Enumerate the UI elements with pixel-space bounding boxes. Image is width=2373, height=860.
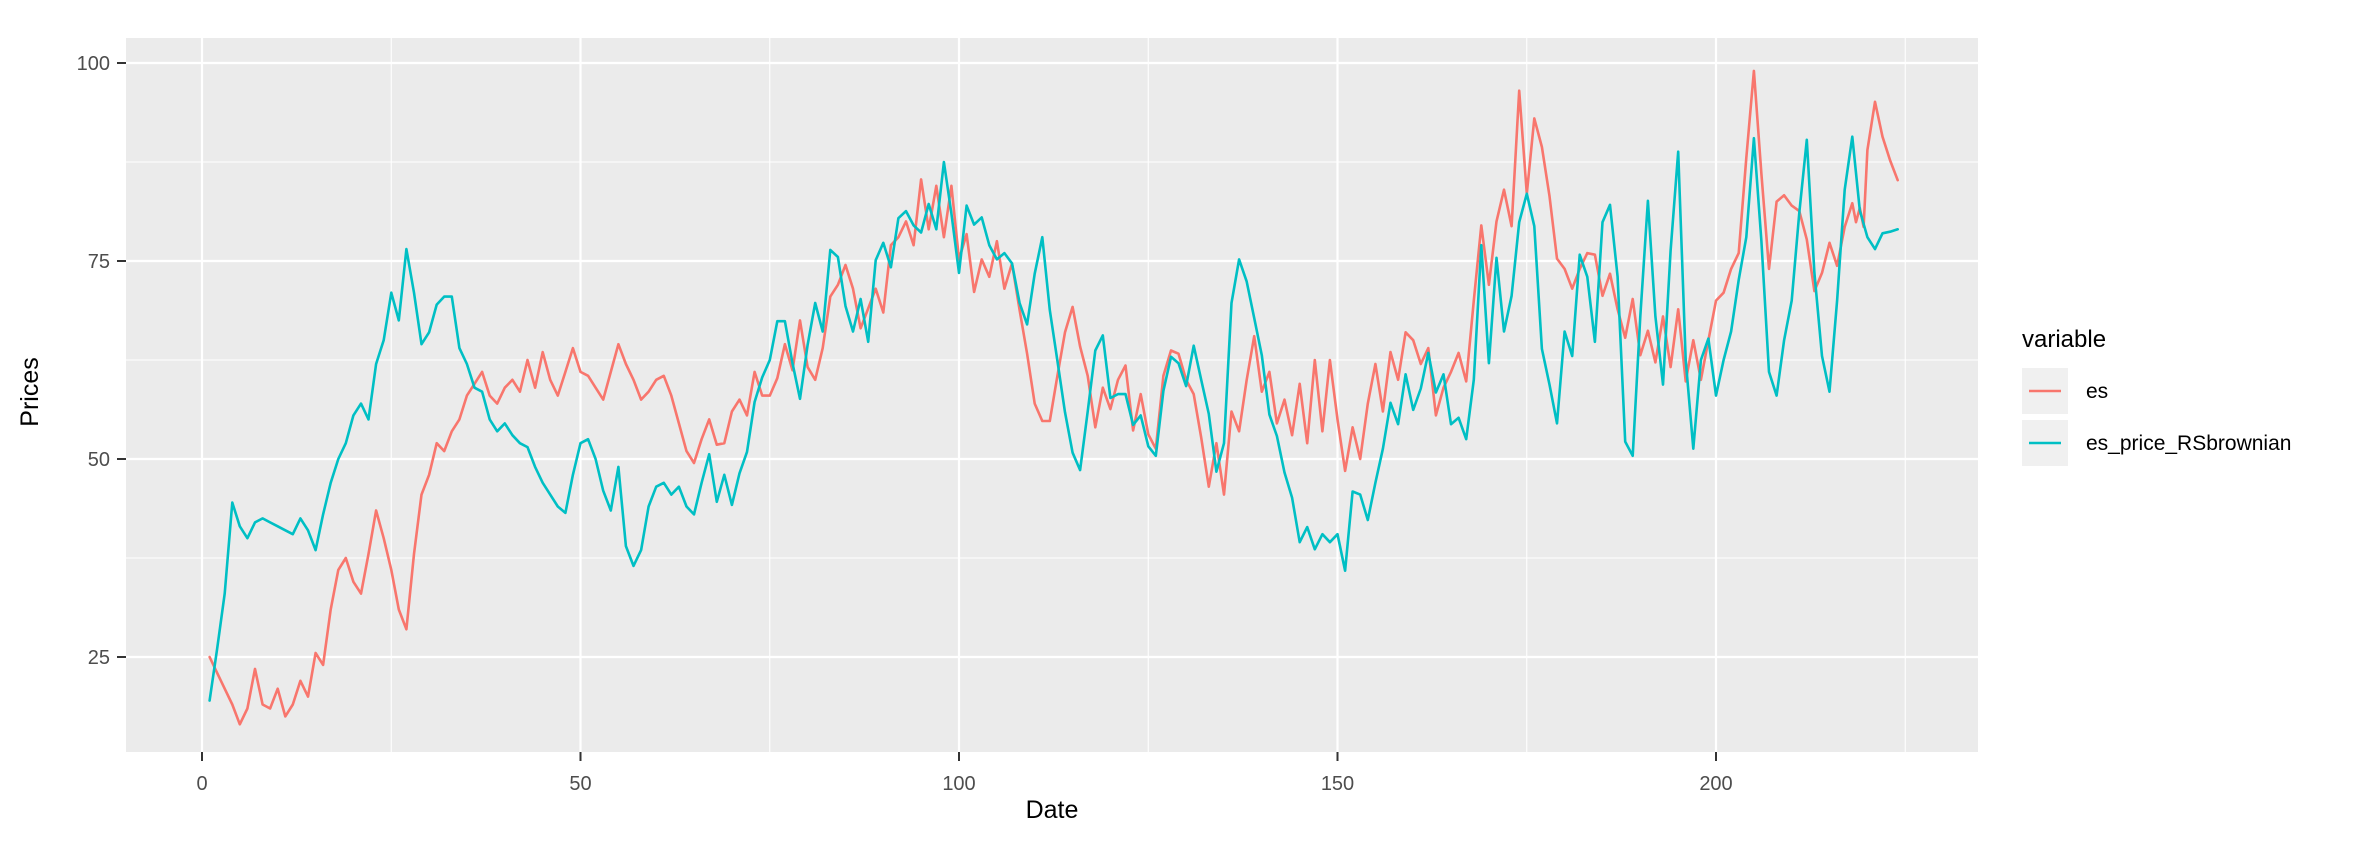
y-axis-title: Prices (16, 357, 44, 426)
y-tick-label: 25 (88, 647, 110, 669)
series-line-es_price_RSbrownian (208, 135, 1899, 702)
plot-panel (126, 38, 1978, 752)
x-tick-label: 100 (942, 773, 975, 795)
x-axis-title: Date (1026, 796, 1079, 824)
y-tick-label: 50 (88, 449, 110, 471)
axis-tick-marks (117, 62, 1717, 761)
series-line-es (208, 69, 1899, 726)
y-tick-label: 100 (77, 53, 110, 75)
x-tick-label: 200 (1699, 773, 1732, 795)
legend-entry-label: es (2086, 380, 2108, 403)
legend-title: variable (2022, 326, 2106, 353)
axis-tick-labels: 0 50 100 150 200 25 50 75 100 (77, 53, 1733, 795)
series-lines (208, 69, 1899, 726)
x-tick-label: 0 (196, 773, 207, 795)
x-tick-label: 50 (569, 773, 591, 795)
legend: variable es es_price_RSbrownian (2022, 326, 2291, 466)
legend-entry-label: es_price_RSbrownian (2086, 432, 2291, 455)
y-tick-label: 75 (88, 251, 110, 273)
x-tick-label: 150 (1321, 773, 1354, 795)
legend-entries: es es_price_RSbrownian (2022, 368, 2291, 466)
minor-gridlines (126, 38, 1978, 752)
